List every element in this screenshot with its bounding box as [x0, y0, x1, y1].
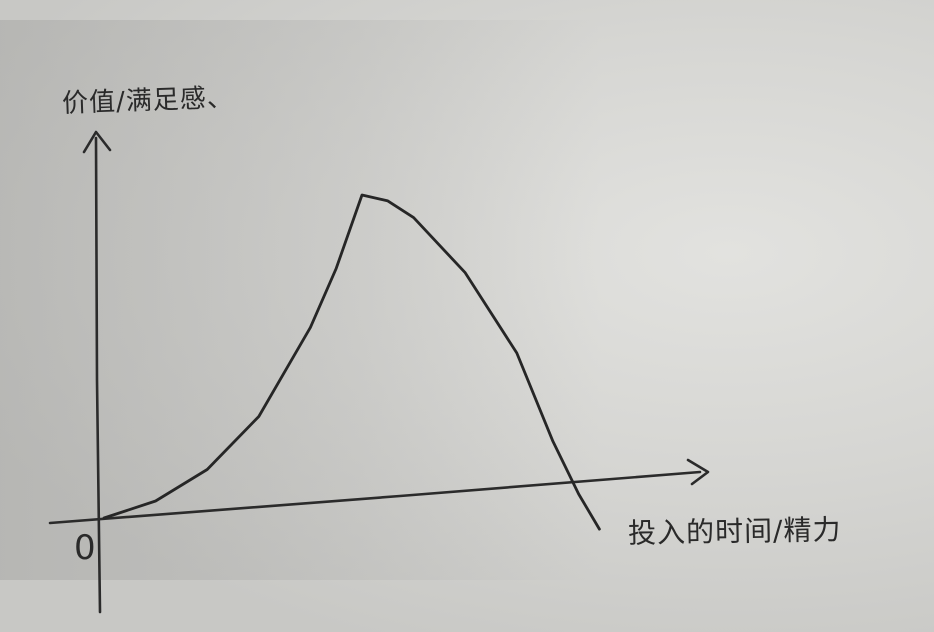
x-axis-arrow	[686, 458, 710, 486]
axes	[48, 130, 710, 614]
origin-label: 0	[74, 528, 97, 568]
paper-shadow	[0, 20, 600, 580]
x-axis-label: 投入的时间/精力	[627, 513, 842, 550]
y-axis-arrow	[82, 130, 112, 154]
y-axis	[94, 136, 102, 614]
x-axis	[48, 470, 702, 525]
y-axis-label: 价值/满足感、	[61, 83, 235, 119]
value-curve	[102, 193, 601, 531]
